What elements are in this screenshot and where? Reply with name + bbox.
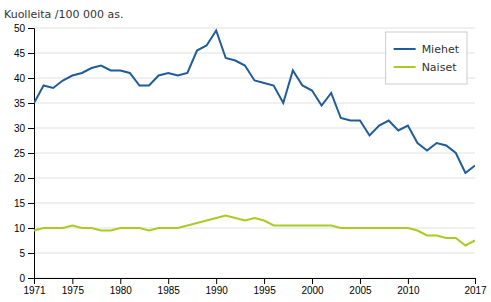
y-tick-mark <box>28 78 34 79</box>
x-tick: 1990 <box>206 278 229 296</box>
y-tick-mark <box>28 153 34 154</box>
x-tick-mark <box>475 278 476 284</box>
y-tick: 50 <box>14 23 34 34</box>
x-tick-mark <box>120 278 121 284</box>
y-tick-label: 30 <box>14 123 26 134</box>
x-tick-label: 1985 <box>158 285 181 296</box>
y-tick-label: 20 <box>14 173 26 184</box>
y-tick-label: 10 <box>14 223 26 234</box>
x-tick-mark <box>408 278 409 284</box>
x-tick-label: 1980 <box>110 285 133 296</box>
x-tick-mark <box>216 278 217 284</box>
legend-box <box>386 32 467 84</box>
grid-line <box>34 253 475 254</box>
y-tick-label: 50 <box>14 23 26 34</box>
y-tick-mark <box>28 103 34 104</box>
legend-item: Miehet <box>394 43 460 56</box>
x-tick: 1985 <box>158 278 181 296</box>
grid-line <box>34 178 475 179</box>
y-tick-label: 45 <box>14 48 26 59</box>
legend-swatch <box>394 48 416 50</box>
y-tick-label: 0 <box>19 273 25 284</box>
y-tick-mark <box>28 28 34 29</box>
x-tick-mark <box>264 278 265 284</box>
x-tick-label: 2017 <box>464 285 487 296</box>
y-tick: 45 <box>14 48 34 59</box>
y-tick: 35 <box>14 98 34 109</box>
x-tick-label: 2010 <box>397 285 420 296</box>
x-tick-label: 1995 <box>253 285 276 296</box>
x-axis-line <box>35 279 476 285</box>
y-tick: 25 <box>14 148 34 159</box>
lines <box>34 31 475 246</box>
x-axis: 1971 1975 1980 1985 1990 1995 2000 2005 2010 2017 <box>23 278 487 296</box>
x-tick-label: 1971 <box>23 285 46 296</box>
grid-line <box>34 103 475 104</box>
y-tick-label: 40 <box>14 73 26 84</box>
y-tick-label: 5 <box>19 248 25 259</box>
x-tick: 1975 <box>62 278 85 296</box>
y-tick-label: 35 <box>14 98 26 109</box>
x-tick-label: 2000 <box>301 285 324 296</box>
legend-item: Naiset <box>394 61 458 74</box>
y-axis-title: Kuolleita /100 000 as. <box>4 8 124 21</box>
x-tick: 2010 <box>397 278 420 296</box>
y-tick: 5 <box>19 248 34 259</box>
y-tick: 15 <box>14 198 34 209</box>
legend-swatch <box>394 66 416 68</box>
plot: 1971197519801985199019952000200520102017… <box>4 8 487 296</box>
y-tick-mark <box>28 253 34 254</box>
y-tick-mark <box>28 228 34 229</box>
x-tick-mark <box>360 278 361 284</box>
grid-line <box>34 28 475 29</box>
x-tick-label: 2005 <box>349 285 372 296</box>
x-tick-mark <box>72 278 73 284</box>
x-tick-mark <box>312 278 313 284</box>
grid <box>34 28 475 278</box>
y-tick-label: 25 <box>14 148 26 159</box>
x-tick: 1980 <box>110 278 133 296</box>
series-line <box>34 216 475 246</box>
y-tick: 10 <box>14 223 34 234</box>
y-tick-mark <box>28 128 34 129</box>
x-tick-mark <box>168 278 169 284</box>
grid-line <box>34 203 475 204</box>
x-tick: 2000 <box>301 278 324 296</box>
x-tick: 1971 <box>23 278 46 296</box>
y-tick-mark <box>28 203 34 204</box>
grid-line <box>34 153 475 154</box>
legend-label: Naiset <box>422 61 458 74</box>
y-tick-mark <box>28 178 34 179</box>
x-tick-label: 1990 <box>206 285 229 296</box>
x-tick: 2017 <box>464 278 487 296</box>
y-tick: 20 <box>14 173 34 184</box>
y-tick-label: 15 <box>14 198 26 209</box>
y-tick: 30 <box>14 123 34 134</box>
y-tick-mark <box>28 278 34 279</box>
y-tick: 0 <box>19 273 34 284</box>
x-tick-label: 1975 <box>62 285 85 296</box>
y-tick-mark <box>28 53 34 54</box>
chart: 1971197519801985199019952000200520102017… <box>0 0 491 302</box>
legend: Miehet Naiset <box>386 32 467 84</box>
y-axis: 0 5 10 15 20 25 30 35 40 45 50 <box>14 23 35 284</box>
y-tick: 40 <box>14 73 34 84</box>
series-line <box>34 31 475 174</box>
x-tick: 1995 <box>253 278 276 296</box>
x-tick: 2005 <box>349 278 372 296</box>
y-axis-line <box>28 29 35 279</box>
legend-label: Miehet <box>422 43 460 56</box>
